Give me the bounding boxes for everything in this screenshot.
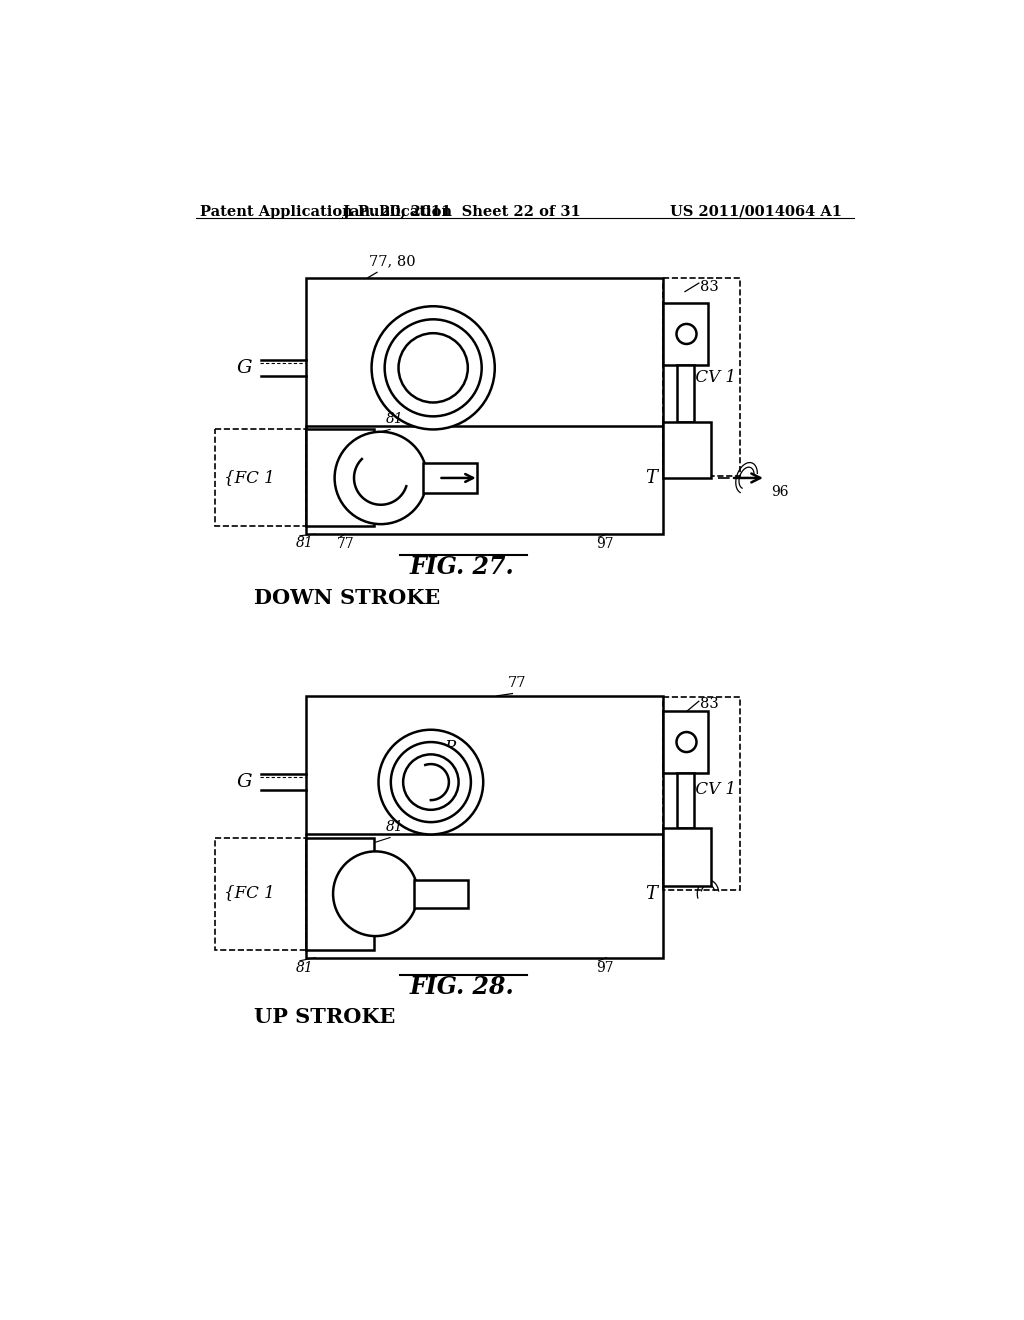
Text: 81: 81	[386, 412, 403, 426]
Text: T: T	[645, 884, 657, 903]
Circle shape	[385, 319, 481, 416]
Text: 77, 80: 77, 80	[370, 255, 416, 268]
Text: FIG. 27.: FIG. 27.	[410, 554, 514, 579]
Text: UP STROKE: UP STROKE	[254, 1007, 395, 1027]
Text: 97: 97	[596, 961, 613, 974]
Circle shape	[372, 306, 495, 429]
Text: {FC 1: {FC 1	[224, 884, 275, 902]
Text: 81: 81	[296, 536, 314, 549]
Polygon shape	[414, 880, 468, 908]
Text: T: T	[645, 469, 657, 487]
Polygon shape	[677, 364, 694, 422]
Circle shape	[398, 333, 468, 403]
Polygon shape	[664, 422, 711, 478]
Text: P: P	[444, 739, 456, 756]
Polygon shape	[306, 838, 374, 950]
Circle shape	[677, 733, 696, 752]
Text: 81: 81	[386, 821, 403, 834]
Circle shape	[403, 755, 459, 810]
Text: G: G	[237, 359, 252, 376]
Text: Patent Application Publication: Patent Application Publication	[200, 205, 452, 219]
Text: 83: 83	[700, 280, 719, 294]
Text: {FC 1: {FC 1	[224, 469, 275, 486]
Polygon shape	[677, 774, 694, 829]
Text: 83: 83	[700, 697, 719, 711]
Text: 81: 81	[296, 961, 314, 974]
Text: US 2011/0014064 A1: US 2011/0014064 A1	[670, 205, 842, 219]
Text: DCV 1: DCV 1	[683, 781, 736, 799]
Text: FIG. 28.: FIG. 28.	[410, 974, 514, 999]
Polygon shape	[664, 829, 711, 886]
Circle shape	[335, 432, 427, 524]
Circle shape	[391, 742, 471, 822]
Text: DOWN STROKE: DOWN STROKE	[254, 589, 440, 609]
Circle shape	[379, 730, 483, 834]
Text: DCV 1: DCV 1	[683, 370, 736, 387]
Text: G: G	[237, 774, 252, 791]
Text: 77: 77	[508, 676, 526, 689]
Polygon shape	[423, 462, 477, 494]
Polygon shape	[306, 429, 374, 527]
Text: 96: 96	[771, 484, 788, 499]
Text: 97: 97	[596, 537, 613, 552]
Polygon shape	[664, 304, 708, 364]
Text: Jan. 20, 2011  Sheet 22 of 31: Jan. 20, 2011 Sheet 22 of 31	[343, 205, 581, 219]
Circle shape	[677, 323, 696, 345]
Text: 77: 77	[337, 537, 354, 552]
Polygon shape	[664, 711, 708, 774]
Circle shape	[333, 851, 418, 936]
